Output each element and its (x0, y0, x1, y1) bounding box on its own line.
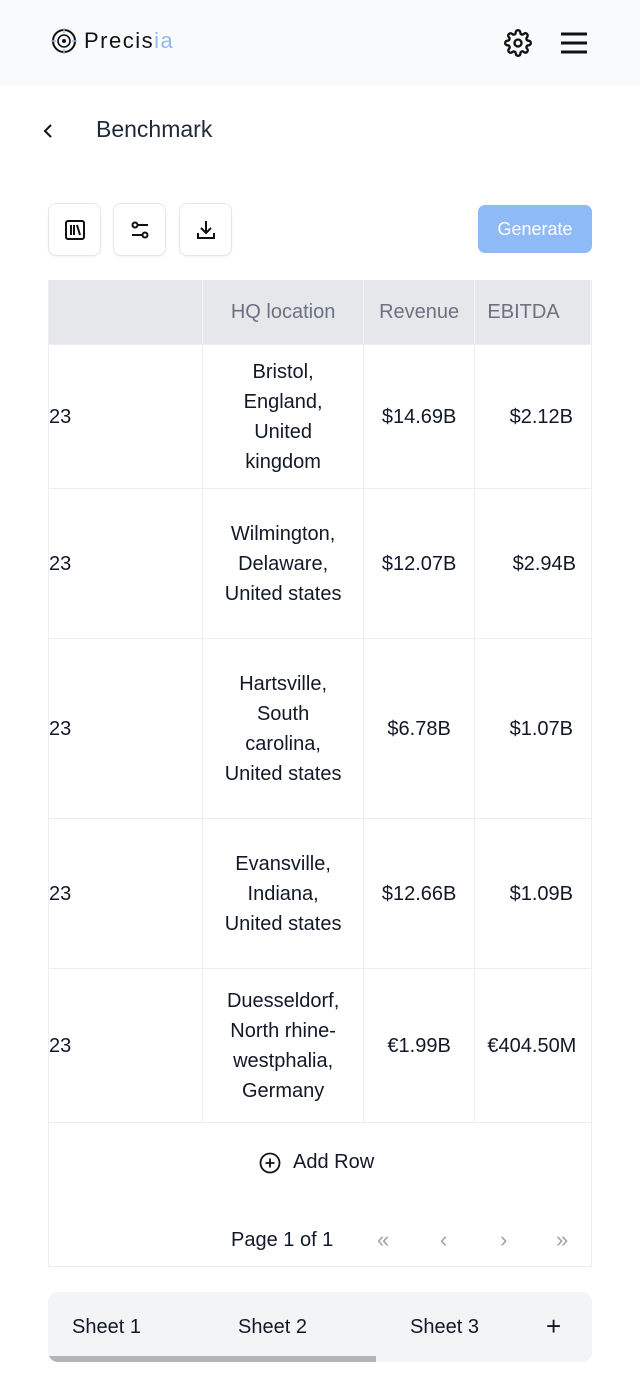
target-logo-icon (51, 28, 77, 54)
table-cell[interactable]: 23 (49, 489, 204, 638)
benchmark-table: HQ location Revenue EBITDA 23 Bristol, E… (48, 280, 592, 1122)
table-cell-ebitda[interactable]: €404.50M (487, 1034, 577, 1057)
logo[interactable]: Precisia (50, 27, 174, 55)
table-row: 23 Wilmington, Delaware, United states $… (49, 489, 591, 639)
settings-button[interactable] (502, 27, 534, 59)
table-cell-ebitda[interactable]: $1.09B (509, 882, 573, 905)
add-sheet-button[interactable]: + (546, 1311, 562, 1341)
sheet-tabs: Sheet 1 Sheet 2 Sheet 3 + (48, 1292, 592, 1362)
columns-button[interactable] (48, 203, 101, 256)
table-cell-hq[interactable]: Duesseldorf, North rhine- westphalia, Ge… (203, 969, 364, 1122)
horizontal-scrollbar[interactable] (48, 1356, 376, 1362)
column-header-revenue[interactable]: Revenue (364, 280, 476, 344)
generate-button[interactable]: Generate (478, 205, 592, 253)
table-cell-hq[interactable]: Evansville, Indiana, United states (203, 819, 364, 968)
table-cell[interactable]: 23 (49, 969, 204, 1122)
table-cell-hq[interactable]: Bristol, England, United kingdom (203, 345, 364, 488)
table-cell-ebitda[interactable]: $2.12B (509, 405, 573, 428)
table-row: 23 Hartsville, South carolina, United st… (49, 639, 591, 819)
table-cell[interactable]: 23 (49, 639, 204, 818)
column-header[interactable] (49, 280, 204, 344)
columns-icon (64, 219, 85, 240)
next-page-button[interactable]: › (500, 1227, 508, 1252)
tab-sheet-3[interactable]: Sheet 3 (410, 1316, 479, 1338)
gear-icon (504, 29, 532, 57)
table-cell-hq[interactable]: Hartsville, South carolina, United state… (203, 639, 364, 818)
table-cell-revenue[interactable]: $14.69B (364, 345, 476, 488)
table-cell-revenue[interactable]: $6.78B (364, 639, 476, 818)
table-cell-ebitda[interactable]: $1.07B (509, 717, 573, 740)
tab-sheet-2[interactable]: Sheet 2 (238, 1316, 307, 1338)
page-indicator: Page 1 of 1 (231, 1229, 334, 1251)
table-cell-revenue[interactable]: €1.99B (364, 969, 476, 1122)
table-row: 23 Duesseldorf, North rhine- westphalia,… (49, 969, 591, 1122)
logo-text: Precis (84, 28, 155, 53)
page-title: Benchmark (96, 116, 213, 142)
download-icon (196, 220, 215, 239)
last-page-button[interactable]: » (556, 1227, 569, 1252)
plus-circle-icon (259, 1152, 281, 1173)
table-cell[interactable]: 23 (49, 345, 204, 488)
top-bar: Precisia (0, 0, 640, 86)
table-header-row: HQ location Revenue EBITDA (49, 280, 591, 345)
table-row: 23 Evansville, Indiana, United states $1… (49, 819, 591, 969)
table-cell-revenue[interactable]: $12.07B (364, 489, 476, 638)
table-cell-revenue[interactable]: $12.66B (364, 819, 476, 968)
hamburger-icon (561, 32, 587, 54)
table-cell-hq[interactable]: Wilmington, Delaware, United states (203, 489, 364, 638)
first-page-button[interactable]: « (377, 1227, 390, 1252)
table-row: 23 Bristol, England, United kingdom $14.… (49, 345, 591, 489)
table-cell-ebitda[interactable]: $2.94B (512, 552, 576, 575)
table-footer: Add Row Page 1 of 1 « ‹ › » (48, 1122, 592, 1267)
download-button[interactable] (179, 203, 232, 256)
back-button[interactable] (38, 118, 58, 144)
tab-sheet-1[interactable]: Sheet 1 (72, 1316, 141, 1338)
column-header-ebitda[interactable]: EBITDA (475, 280, 591, 344)
table-cell[interactable]: 23 (49, 819, 204, 968)
prev-page-button[interactable]: ‹ (440, 1227, 448, 1252)
add-row-label: Add Row (293, 1151, 375, 1173)
filter-button[interactable] (113, 203, 166, 256)
column-header-hq-location[interactable]: HQ location (203, 280, 364, 344)
logo-text-accent: ia (154, 28, 175, 53)
chevron-left-icon (43, 124, 52, 138)
menu-button[interactable] (558, 27, 590, 59)
sliders-icon (131, 221, 148, 238)
add-row-button[interactable]: Add Row (259, 1151, 374, 1174)
